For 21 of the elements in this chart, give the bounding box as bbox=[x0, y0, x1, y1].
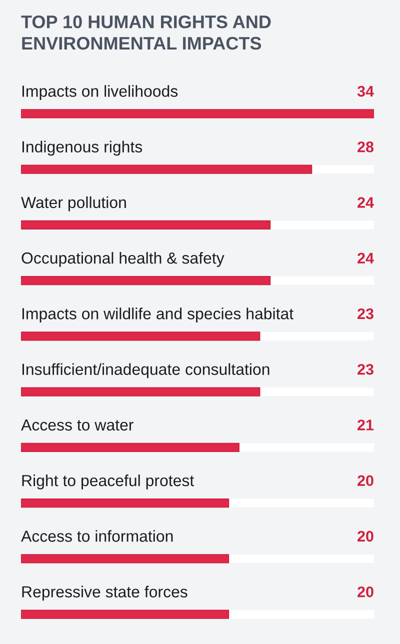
data-label: 20 bbox=[358, 530, 374, 542]
data-label: 20 bbox=[358, 475, 374, 486]
y-tick-label: Right to peaceful protest bbox=[22, 474, 194, 490]
y-tick-label: Repressive state forces bbox=[22, 586, 188, 601]
y-tick-label: Impacts on livelihoods bbox=[22, 85, 178, 100]
y-tick-label: Access to water bbox=[21, 419, 134, 431]
data-label: 23 bbox=[358, 308, 374, 320]
data-label: 28 bbox=[358, 141, 374, 152]
y-tick-label: Occupational health & safety bbox=[22, 252, 224, 267]
data-label: 24 bbox=[358, 252, 374, 264]
data-label: 20 bbox=[358, 586, 374, 598]
y-tick-label: Water pollution bbox=[21, 196, 126, 212]
data-label: 34 bbox=[357, 86, 374, 97]
data-label: 23 bbox=[358, 364, 374, 375]
data-label: 24 bbox=[358, 197, 374, 208]
y-tick-label: Insufficient/inadequate consultation bbox=[22, 363, 270, 378]
y-tick-label: Indigenous rights bbox=[22, 140, 142, 156]
chart-title: TOP 10 HUMAN RIGHTS AND ENVIRONMENTAL IMPACTS bbox=[21, 15, 271, 50]
y-tick-label: Access to information bbox=[21, 530, 173, 542]
y-tick-label: Impacts on wildlife and species habitat bbox=[22, 308, 294, 323]
data-label: 21 bbox=[358, 420, 374, 430]
